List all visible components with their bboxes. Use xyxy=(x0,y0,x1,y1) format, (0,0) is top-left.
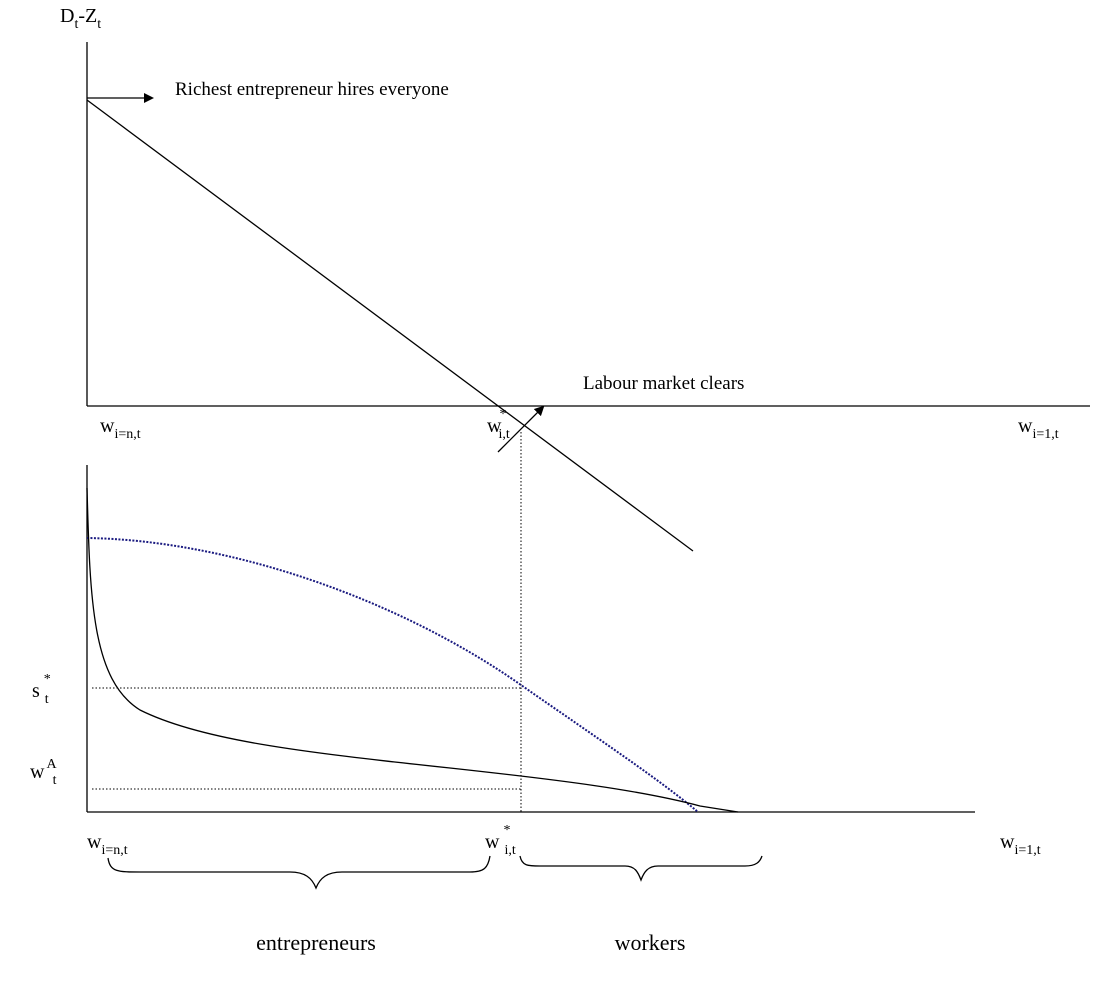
arrow xyxy=(497,405,545,453)
x-label: wi=1,t xyxy=(1000,831,1041,858)
brace xyxy=(519,855,763,882)
x-label: wi=1,t xyxy=(1018,415,1059,442)
group-label: entrepreneurs xyxy=(256,930,376,955)
brace xyxy=(107,855,491,890)
annotation: Labour market clears xyxy=(583,373,744,394)
dotted-curve xyxy=(86,537,699,813)
y-axis-label: Dt-Zt xyxy=(60,5,101,32)
x-label: wi=n,t xyxy=(100,415,141,442)
top-panel: Dt-Zt Richest entrepreneur hires everyon… xyxy=(60,5,1090,552)
y-label: s* t xyxy=(32,672,51,707)
group-label: workers xyxy=(615,930,686,955)
demand-line xyxy=(86,99,694,552)
annotation: Richest entrepreneur hires everyone xyxy=(175,79,449,100)
x-label: wi=n,t xyxy=(87,831,128,858)
x-label: w* i,t xyxy=(487,407,510,442)
x-label: w* i,t xyxy=(485,823,516,858)
solid-curve xyxy=(86,487,739,813)
